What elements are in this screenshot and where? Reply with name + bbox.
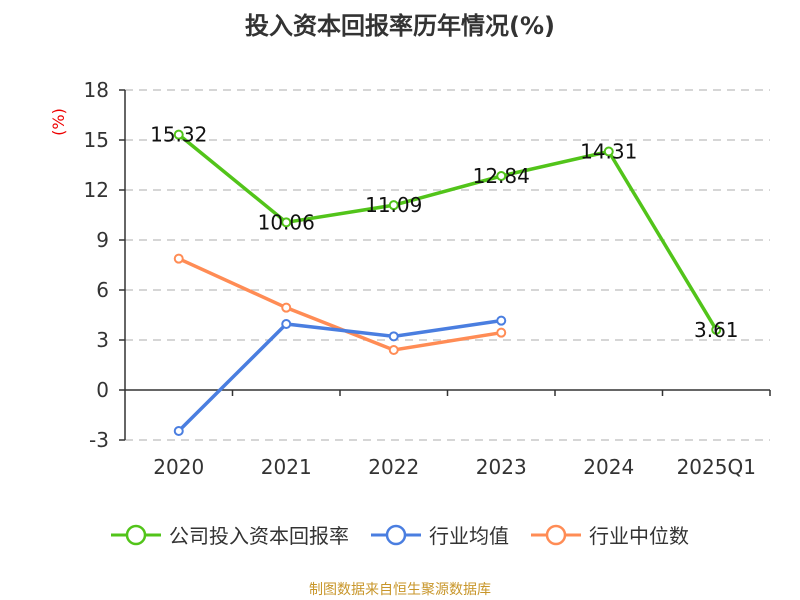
legend-item[interactable]: 公司投入资本回报率 <box>111 520 349 549</box>
data-label: 14.31 <box>580 140 637 164</box>
x-tick-label: 2022 <box>368 455 419 479</box>
data-point <box>496 171 507 181</box>
legend-label: 公司投入资本回报率 <box>169 524 349 548</box>
chart-title: 投入资本回报率历年情况(%) <box>245 12 555 40</box>
legend-label: 行业均值 <box>429 524 509 548</box>
data-label: 10.06 <box>258 210 315 234</box>
legend-line-icon <box>531 524 581 545</box>
y-tick-label: 12 <box>84 178 109 202</box>
x-tick-label: 2021 <box>261 455 312 479</box>
x-tick-label: 2020 <box>153 455 204 479</box>
data-label: 15.32 <box>150 123 207 147</box>
data-point <box>173 129 184 140</box>
data-label: 11.09 <box>365 193 422 217</box>
data-point <box>281 217 292 228</box>
data-point <box>281 302 292 313</box>
series-line <box>177 133 718 331</box>
y-axis-label: (%) <box>49 108 68 136</box>
data-point <box>496 315 507 326</box>
source-note: 制图数据来自恒生聚源数据库 <box>309 582 491 598</box>
y-tick-label: 6 <box>96 278 109 302</box>
legend-item[interactable]: 行业均值 <box>371 520 509 549</box>
legend-line-icon <box>371 524 421 545</box>
data-label: 12.84 <box>473 164 530 188</box>
legend-line-icon <box>111 524 161 545</box>
data-label: 3.61 <box>694 318 739 342</box>
x-tick-label: 2024 <box>583 455 634 479</box>
data-point <box>603 146 614 157</box>
legend: 公司投入资本回报率 行业均值 行业中位数 <box>0 520 800 549</box>
data-point <box>173 253 184 264</box>
data-point <box>388 200 399 211</box>
y-tick-label: 18 <box>84 78 109 102</box>
data-point <box>711 324 722 335</box>
data-point <box>496 327 507 338</box>
x-tick-label: 2023 <box>476 455 527 479</box>
legend-label: 行业中位数 <box>589 524 689 548</box>
data-point <box>388 345 399 355</box>
legend-item[interactable]: 行业中位数 <box>531 520 689 549</box>
y-tick-label: 0 <box>96 378 109 402</box>
x-tick-label: 2025Q1 <box>677 455 756 479</box>
y-tick-label: 3 <box>96 328 109 352</box>
data-point <box>388 331 399 342</box>
series-line <box>178 257 502 352</box>
data-point <box>173 426 184 436</box>
y-tick-label: 9 <box>96 228 109 252</box>
y-tick-label: 15 <box>84 128 109 152</box>
data-point <box>281 319 292 329</box>
series-line <box>177 318 502 433</box>
y-tick-label: -3 <box>89 428 109 452</box>
